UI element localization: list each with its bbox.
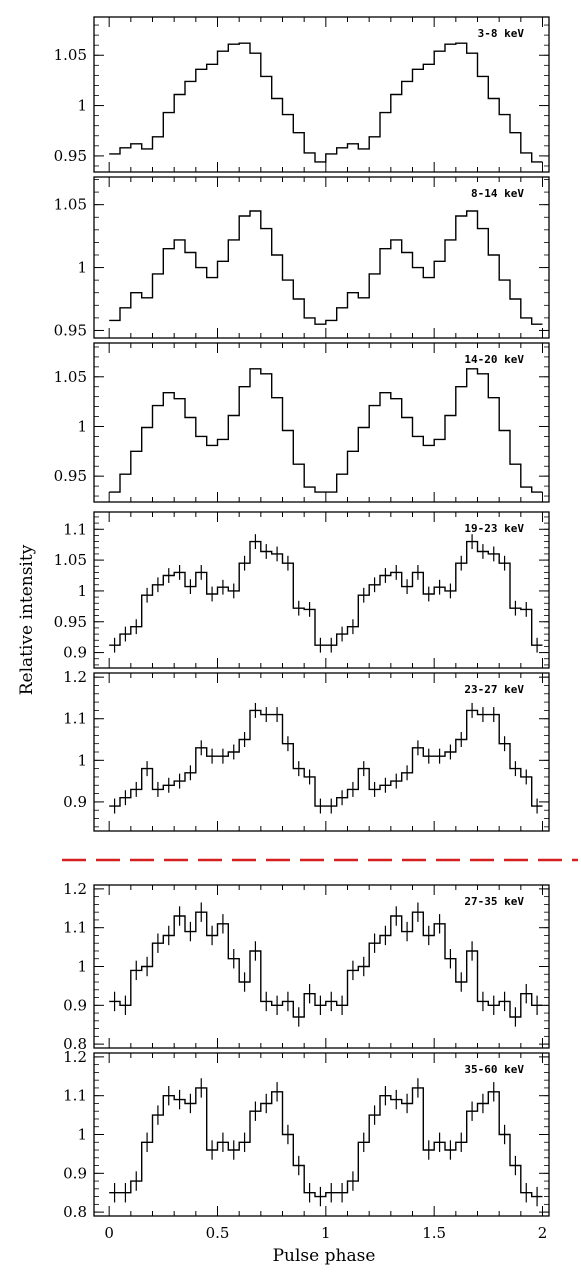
x-tick-labels: 0 0.5 1 1.5 2 xyxy=(104,1224,547,1242)
y-tick-label: 1.2 xyxy=(63,880,87,898)
energy-band-label: 19-23 keV xyxy=(464,522,524,535)
panel-4: 0.9 0.95 1 1.05 1.1 19-23 keV xyxy=(54,511,550,669)
y-tick-label: 1 xyxy=(77,958,87,976)
y-tick-label: 0.8 xyxy=(63,1035,87,1053)
series-line xyxy=(109,911,543,1018)
y-tick-label: 1.1 xyxy=(63,520,87,538)
y-tick-label: 0.8 xyxy=(63,1203,87,1221)
panel-frame xyxy=(93,511,550,669)
y-tick-label: 0.95 xyxy=(54,613,87,631)
series-line xyxy=(109,709,543,807)
energy-band-label: 8-14 keV xyxy=(471,187,524,200)
y-tick-label: 1.1 xyxy=(63,919,87,937)
series-line xyxy=(109,368,543,493)
panel-frame xyxy=(93,16,550,173)
panel-7: 0.8 0.9 1 1.1 1.2 35-60 keV xyxy=(63,1048,550,1221)
y-tick-label: 0.95 xyxy=(54,321,87,339)
panel-frame xyxy=(93,884,550,1049)
x-tick-label: 0 xyxy=(104,1224,114,1242)
y-tick-label: 1 xyxy=(77,97,87,115)
y-tick-label: 0.9 xyxy=(63,644,87,662)
y-tick-label: 1.05 xyxy=(54,46,87,64)
y-tick-label: 0.95 xyxy=(54,147,87,165)
series-line xyxy=(109,210,543,325)
y-tick-label: 0.9 xyxy=(63,996,87,1014)
y-tick-label: 1.05 xyxy=(54,551,87,569)
y-tick-label: 0.9 xyxy=(63,793,87,811)
x-tick-label: 2 xyxy=(538,1224,548,1242)
panel-3: 0.95 1 1.05 14-20 keV xyxy=(54,342,550,503)
y-tick-label: 1.05 xyxy=(54,196,87,214)
series-line xyxy=(109,540,543,646)
y-tick-label: 0.9 xyxy=(63,1164,87,1182)
series-line xyxy=(109,1087,543,1198)
panel-6: 0.8 0.9 1 1.1 1.2 27-35 keV xyxy=(63,880,550,1053)
y-tick-label: 1.2 xyxy=(63,668,87,686)
panel-frame xyxy=(93,342,550,503)
y-tick-label: 1 xyxy=(77,1126,87,1144)
y-tick-label: 1 xyxy=(77,417,87,435)
panel-frame xyxy=(93,672,550,832)
y-tick-label: 1 xyxy=(77,751,87,769)
y-tick-label: 1 xyxy=(77,259,87,277)
y-tick-label: 1.1 xyxy=(63,1087,87,1105)
y-axis-title: Relative intensity xyxy=(17,544,37,695)
x-tick-label: 1.5 xyxy=(422,1224,446,1242)
panel-2: 0.95 1 1.05 8-14 keV xyxy=(54,176,550,339)
panel-1: 0.95 1 1.05 3-8 keV xyxy=(54,16,550,173)
series-line xyxy=(109,42,543,163)
energy-band-label: 3-8 keV xyxy=(478,27,525,40)
energy-band-label: 35-60 keV xyxy=(464,1063,524,1076)
y-tick-label: 1.2 xyxy=(63,1048,87,1066)
y-tick-label: 1.1 xyxy=(63,710,87,728)
x-tick-label: 1 xyxy=(321,1224,331,1242)
x-axis-title: Pulse phase xyxy=(273,1246,376,1266)
y-tick-label: 0.95 xyxy=(54,467,87,485)
x-tick-label: 0.5 xyxy=(206,1224,230,1242)
energy-band-label: 23-27 keV xyxy=(464,683,524,696)
panel-5: 0.9 1 1.1 1.2 23-27 keV xyxy=(63,668,550,832)
y-tick-label: 1 xyxy=(77,582,87,600)
energy-band-label: 14-20 keV xyxy=(464,353,524,366)
energy-band-label: 27-35 keV xyxy=(464,895,524,908)
panels-group: 0.95 1 1.05 3-8 keV 0.95 1 1.05 8-14 keV 0.95 1 1.… xyxy=(54,16,550,1221)
panel-frame xyxy=(93,1052,550,1217)
panel-frame xyxy=(93,176,550,339)
y-tick-label: 1.05 xyxy=(54,368,87,386)
